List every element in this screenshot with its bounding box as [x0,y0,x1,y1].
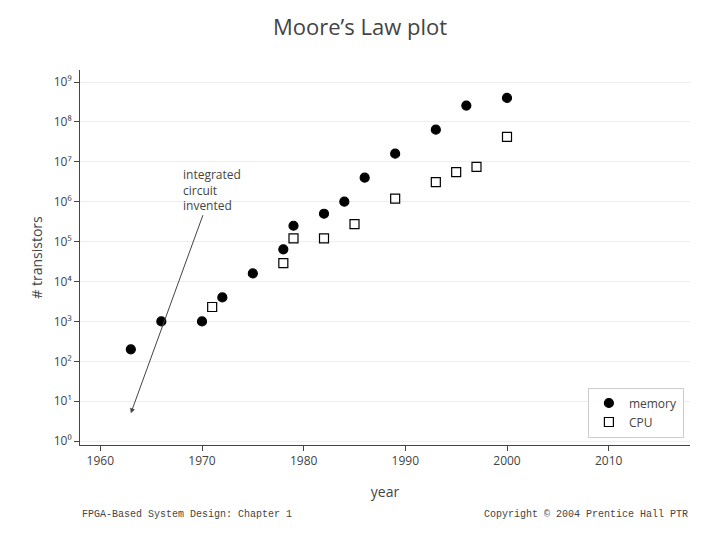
svg-text:10⁷: 10⁷ [54,153,72,170]
svg-text:10⁵: 10⁵ [54,233,72,250]
svg-text:10⁶: 10⁶ [54,193,72,210]
svg-text:10⁸: 10⁸ [54,113,72,130]
svg-text:FPGA-Based System Design: Chap: FPGA-Based System Design: Chapter 1 [82,509,292,520]
svg-text:CPU: CPU [629,414,653,431]
svg-text:Moore’s Law plot: Moore’s Law plot [273,11,447,41]
svg-text:10⁹: 10⁹ [54,73,72,90]
svg-text:integratedcircuitinvented: integratedcircuitinvented [183,166,241,214]
svg-text:2000: 2000 [493,452,521,469]
svg-text:1980: 1980 [290,452,318,469]
svg-text:Copyright © 2004 Prentice Hall: Copyright © 2004 Prentice Hall PTR [484,509,688,520]
svg-text:10³: 10³ [54,313,72,330]
svg-text:10⁴: 10⁴ [54,273,73,290]
svg-text:1960: 1960 [87,452,115,469]
svg-text:1990: 1990 [392,452,420,469]
svg-text:year: year [371,482,400,501]
svg-text:10²: 10² [54,353,72,370]
svg-text:10¹: 10¹ [54,392,72,409]
svg-text:10⁰: 10⁰ [54,432,72,449]
svg-text:# transistors: # transistors [27,216,46,299]
svg-text:1970: 1970 [188,452,216,469]
svg-text:2010: 2010 [595,452,623,469]
svg-text:memory: memory [629,395,677,412]
